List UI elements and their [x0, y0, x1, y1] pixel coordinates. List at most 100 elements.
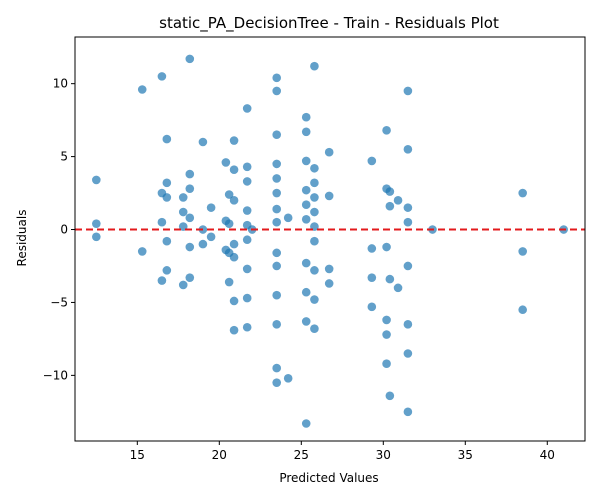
data-point	[92, 232, 101, 242]
data-point	[518, 305, 527, 315]
y-axis: −10 −5 0 5 10	[43, 77, 75, 382]
data-point	[272, 320, 282, 329]
data-point	[283, 373, 293, 383]
data-point	[272, 86, 282, 96]
data-point	[403, 407, 413, 417]
data-point	[310, 61, 319, 71]
data-point	[301, 287, 311, 297]
data-point	[324, 191, 334, 201]
data-point	[162, 236, 172, 246]
y-tick-label: −5	[50, 295, 68, 309]
data-point	[185, 242, 195, 252]
data-point	[229, 196, 239, 205]
data-point	[301, 127, 311, 137]
data-point	[367, 244, 377, 253]
data-point	[272, 290, 282, 300]
data-point	[301, 200, 311, 210]
data-point	[272, 174, 282, 183]
y-tick-label: 5	[60, 150, 68, 164]
x-tick-label: 25	[294, 448, 309, 462]
data-point	[385, 187, 395, 196]
data-point	[310, 266, 319, 275]
data-point	[272, 378, 282, 387]
data-point	[324, 147, 334, 157]
data-point	[382, 359, 391, 369]
data-points	[92, 54, 568, 428]
data-point	[324, 279, 334, 288]
data-point	[385, 274, 395, 284]
data-point	[385, 201, 395, 211]
plot-frame	[74, 36, 586, 442]
data-point	[382, 315, 391, 325]
data-point	[272, 130, 282, 140]
data-point	[385, 391, 395, 401]
data-point	[272, 261, 282, 271]
data-point	[403, 349, 413, 358]
data-point	[283, 213, 293, 223]
x-tick-label: 15	[130, 448, 145, 462]
data-point	[224, 277, 234, 287]
data-point	[310, 178, 319, 188]
data-point	[272, 73, 282, 83]
data-point	[403, 261, 413, 271]
data-point	[272, 204, 282, 214]
data-point	[185, 184, 195, 193]
data-point	[403, 86, 413, 96]
data-point	[324, 264, 334, 274]
data-point	[518, 188, 527, 198]
data-point	[178, 280, 188, 290]
x-tick-label: 30	[376, 448, 391, 462]
data-point	[272, 188, 282, 198]
data-point	[157, 72, 167, 81]
y-axis-label: Residuals	[15, 210, 29, 267]
data-point	[229, 239, 239, 249]
data-point	[242, 322, 252, 332]
data-point	[162, 266, 172, 275]
data-point	[367, 156, 377, 166]
data-point	[185, 213, 195, 223]
data-point	[229, 296, 239, 306]
data-point	[137, 247, 147, 256]
x-axis-label: Predicted Values	[279, 471, 378, 485]
data-point	[403, 203, 413, 212]
data-point	[242, 235, 252, 245]
data-point	[157, 276, 167, 285]
data-point	[178, 193, 188, 202]
data-point	[92, 175, 101, 185]
data-point	[403, 320, 413, 329]
data-point	[301, 112, 311, 122]
data-point	[224, 219, 234, 228]
data-point	[272, 363, 282, 373]
data-point	[403, 217, 413, 227]
data-point	[198, 137, 208, 147]
data-point	[301, 215, 311, 224]
data-point	[301, 317, 311, 326]
data-point	[301, 156, 311, 166]
x-axis: 15 20 25 30 35 40	[130, 441, 555, 462]
data-point	[137, 85, 147, 94]
data-point	[518, 247, 527, 256]
data-point	[229, 252, 239, 262]
x-tick-label: 40	[540, 448, 555, 462]
x-tick-label: 35	[458, 448, 473, 462]
data-point	[162, 193, 172, 202]
chart-title: static_PA_DecisionTree - Train - Residua…	[159, 14, 499, 33]
data-point	[185, 273, 195, 282]
data-point	[92, 219, 101, 228]
y-tick-label: −10	[43, 368, 68, 382]
data-point	[157, 217, 167, 227]
data-point	[221, 158, 231, 167]
data-point	[178, 207, 188, 217]
data-point	[229, 165, 239, 175]
data-point	[310, 193, 319, 202]
data-point	[301, 419, 311, 428]
data-point	[272, 248, 282, 258]
data-point	[242, 264, 252, 274]
y-tick-label: 0	[60, 223, 68, 237]
data-point	[382, 126, 391, 135]
data-point	[229, 325, 239, 335]
data-point	[310, 207, 319, 217]
data-point	[198, 239, 208, 249]
data-point	[367, 302, 377, 312]
